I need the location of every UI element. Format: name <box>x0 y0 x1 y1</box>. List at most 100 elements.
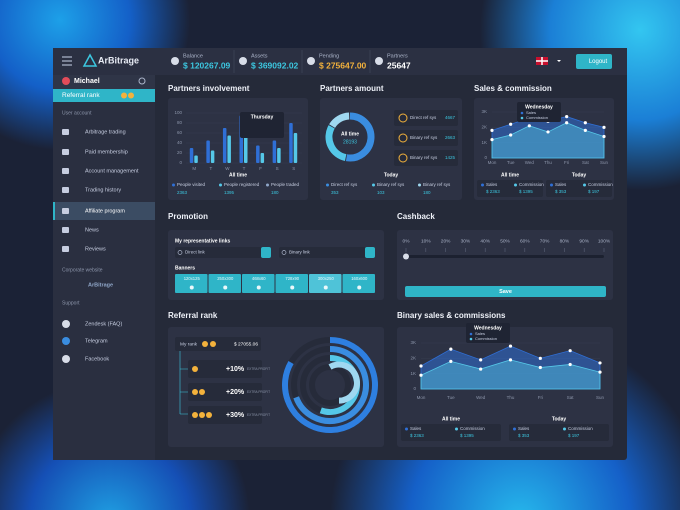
stat-label: Assets <box>251 53 268 59</box>
corporate-link[interactable]: ArBitrage <box>88 282 113 288</box>
summary-box <box>401 424 501 441</box>
active-item <box>53 202 155 220</box>
donut-segment <box>325 125 347 161</box>
banner[interactable] <box>242 274 275 293</box>
y-tick-label: 0 <box>413 386 416 391</box>
logout-label[interactable]: Logout <box>589 59 608 65</box>
banner[interactable] <box>275 274 309 293</box>
save-label[interactable]: Save <box>499 289 512 295</box>
summary-value: $ 2363 <box>486 189 500 194</box>
copy-button[interactable] <box>365 247 375 258</box>
top-bar <box>53 48 627 75</box>
level-box <box>188 383 262 401</box>
x-tick-label: Tue <box>507 160 515 165</box>
summary-name: Sales <box>410 426 422 431</box>
y-tick-label: 0 <box>179 160 182 165</box>
point <box>538 365 542 370</box>
banner-size[interactable]: 300x250 <box>318 276 335 281</box>
panel-title: Sales & commission <box>474 84 552 93</box>
summary-name: Commission <box>460 426 485 431</box>
donut-value: 28193 <box>343 139 357 145</box>
bar <box>260 153 265 163</box>
banner-size[interactable]: 120x125 <box>184 276 201 281</box>
banner[interactable] <box>175 274 208 293</box>
link-field <box>175 247 271 258</box>
level-value: +10% <box>226 366 245 373</box>
summary-name: Commission <box>568 426 593 431</box>
banner-size[interactable]: 468x60 <box>252 276 266 281</box>
menu-item[interactable]: Affiliate program <box>85 208 125 214</box>
y-tick-label: 1K <box>481 140 487 145</box>
tooltip-row: Sales <box>526 110 536 115</box>
x-tick-label: Sat <box>582 160 590 165</box>
connector <box>179 351 188 415</box>
banner[interactable] <box>309 274 342 293</box>
item-name: Direct ref sys <box>410 115 437 120</box>
y-tick-label: 40 <box>177 140 183 145</box>
scale-label: 80% <box>560 238 570 244</box>
y-tick-label: 60 <box>177 130 183 135</box>
summary-name: Sales <box>555 182 567 187</box>
legend-value: 103 <box>377 190 385 195</box>
x-tick-label: Thu <box>544 160 552 165</box>
area <box>420 359 601 390</box>
banner-size[interactable]: 160x600 <box>351 276 368 281</box>
rank-value: $ 27055.06 <box>234 341 258 347</box>
menu-icon <box>62 187 69 193</box>
scale-label: 100% <box>598 238 611 244</box>
settings-icon <box>138 77 146 85</box>
banner-icon <box>223 285 228 290</box>
slider-knob[interactable] <box>403 253 409 260</box>
scale-label: 20% <box>441 238 451 244</box>
summary-box <box>477 180 543 197</box>
ring <box>282 337 378 433</box>
save-button[interactable] <box>405 286 606 297</box>
menu-item[interactable]: Trading history <box>85 187 121 193</box>
stat-value: 25647 <box>387 60 411 70</box>
menu-icon <box>62 149 69 155</box>
caption: Today <box>552 416 567 422</box>
link-icon <box>177 250 183 255</box>
menu-item[interactable]: Arbitrage trading <box>85 129 126 135</box>
menu-icon <box>62 129 69 135</box>
menu-item[interactable]: News <box>85 227 99 233</box>
caption: All time <box>442 416 460 422</box>
summary-value: $ 1395 <box>460 433 474 438</box>
copy-button[interactable] <box>261 247 271 258</box>
point <box>419 364 423 368</box>
legend-dot <box>219 183 222 187</box>
summary-value: $ 197 <box>568 433 580 438</box>
support-item[interactable]: Telegram <box>85 338 108 344</box>
banner-icon <box>290 285 295 290</box>
banner-size[interactable]: 250x300 <box>217 276 234 281</box>
summary-name: Commission <box>588 182 613 187</box>
point <box>565 115 569 119</box>
point <box>546 130 550 134</box>
section-heading: Banners <box>175 265 195 271</box>
y-tick-label: 2K <box>410 356 416 361</box>
legend-dot <box>405 427 408 431</box>
x-tick-label: T <box>209 166 212 171</box>
ring <box>293 346 369 424</box>
x-tick-label: M <box>192 166 196 171</box>
point <box>490 138 494 142</box>
stat-label: Partners <box>387 53 408 59</box>
banner-size[interactable]: 728x90 <box>285 276 299 281</box>
tooltip-dot <box>469 332 473 336</box>
banner-icon <box>189 285 194 290</box>
banner[interactable] <box>208 274 242 293</box>
banner[interactable] <box>342 274 376 293</box>
bar <box>189 148 194 163</box>
point <box>583 121 587 125</box>
support-item[interactable]: Zendesk (FAQ) <box>85 321 122 327</box>
user-name: Michael <box>74 78 100 85</box>
logout-button[interactable] <box>576 54 612 69</box>
bar <box>227 135 231 163</box>
legend-dot <box>326 183 329 187</box>
donut-segment <box>329 112 350 129</box>
support-item[interactable]: Facebook <box>85 356 109 362</box>
x-tick-label: Fri <box>564 160 569 165</box>
menu-item[interactable]: Account management <box>85 168 139 174</box>
menu-item[interactable]: Paid membership <box>85 149 128 155</box>
menu-item[interactable]: Reviews <box>85 246 106 252</box>
